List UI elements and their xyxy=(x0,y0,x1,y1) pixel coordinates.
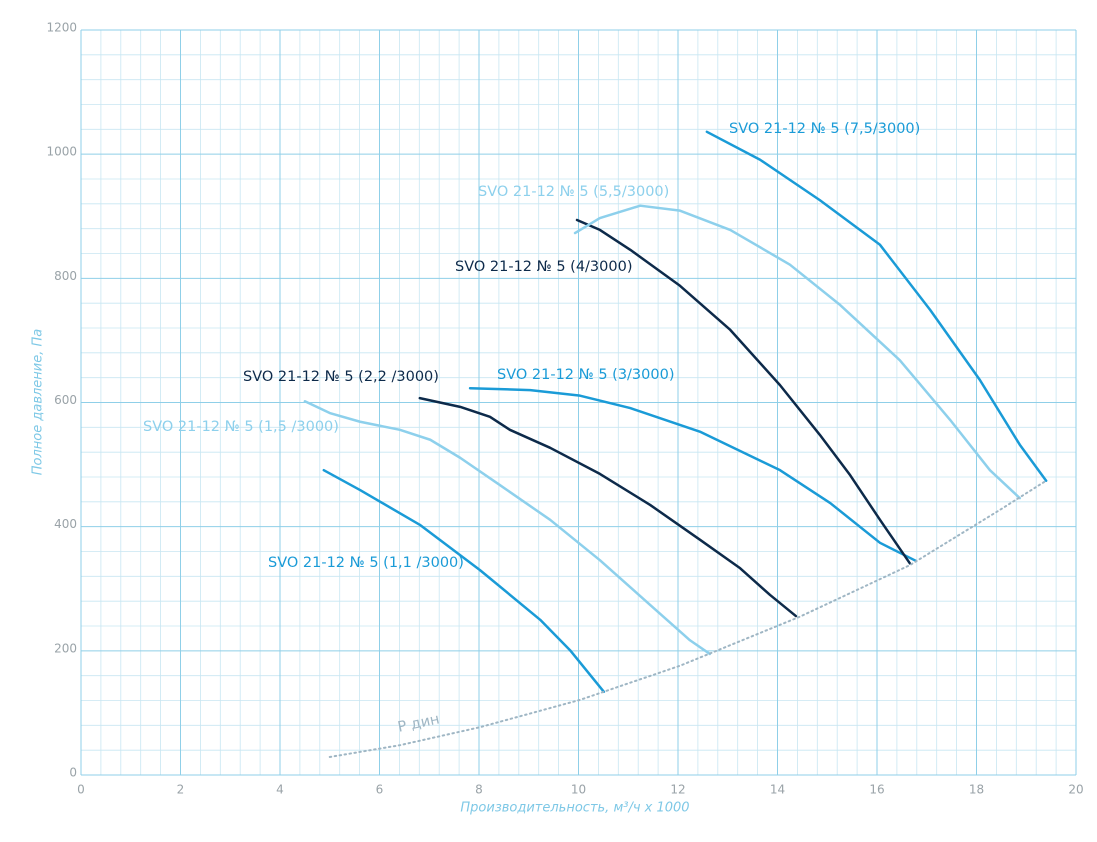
x-axis-title: Производительность, м³/ч х 1000 xyxy=(460,801,689,816)
y-tick-label: 400 xyxy=(54,517,77,531)
y-tick-label: 200 xyxy=(54,641,77,655)
y-tick-label: 800 xyxy=(54,269,77,283)
x-tick-label: 2 xyxy=(177,783,185,797)
x-tick-label: 10 xyxy=(571,783,586,797)
curve xyxy=(303,400,712,656)
x-tick-label: 8 xyxy=(475,783,483,797)
x-tick-label: 16 xyxy=(869,783,884,797)
x-tick-label: 6 xyxy=(376,783,384,797)
curve-label: SVO 21-12 № 5 (5,5/3000) xyxy=(478,184,669,200)
y-tick-label: 1000 xyxy=(46,145,77,159)
curve xyxy=(575,218,912,565)
curve-label: SVO 21-12 № 5 (1,5 /3000) xyxy=(143,419,339,435)
x-tick-label: 14 xyxy=(770,783,785,797)
curve xyxy=(418,396,798,618)
x-tick-label: 0 xyxy=(77,783,85,797)
y-tick-label: 1200 xyxy=(46,21,77,35)
curve-label: SVO 21-12 № 5 (3/3000) xyxy=(497,367,674,383)
y-tick-label: 600 xyxy=(54,393,77,407)
curve xyxy=(322,468,606,694)
y-tick-label: 0 xyxy=(69,766,77,780)
curve-label: SVO 21-12 № 5 (4/3000) xyxy=(455,259,632,275)
curve xyxy=(705,130,1048,482)
curve-label: SVO 21-12 № 5 (2,2 /3000) xyxy=(243,369,439,385)
curve xyxy=(468,386,918,563)
curve-label: SVO 21-12 № 5 (7,5/3000) xyxy=(729,121,920,137)
curve xyxy=(573,204,1022,500)
y-axis-title: Полное давление, Па xyxy=(31,329,46,476)
x-tick-label: 18 xyxy=(969,783,984,797)
x-tick-label: 12 xyxy=(670,783,685,797)
curve-label: P дин xyxy=(396,711,441,735)
curve-label: SVO 21-12 № 5 (1,1 /3000) xyxy=(268,555,464,571)
x-tick-label: 20 xyxy=(1068,783,1083,797)
x-tick-label: 4 xyxy=(276,783,284,797)
